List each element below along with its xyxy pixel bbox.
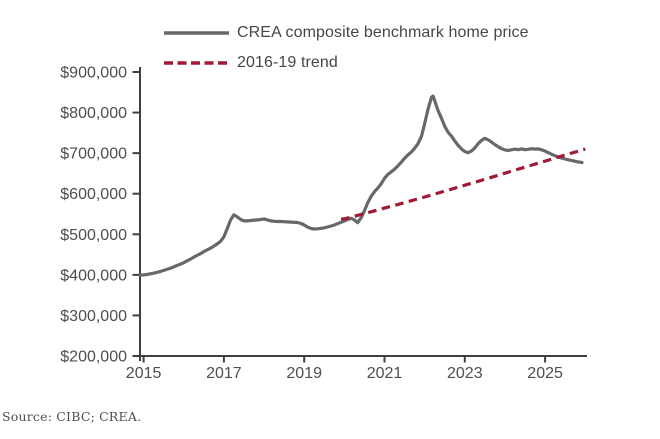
data-series-group [138, 94, 586, 277]
y-tick-label: $300,000 [60, 308, 127, 325]
x-tick-label: 2019 [286, 365, 322, 382]
y-axis-labels: $900,000 $800,000 $700,000 $600,000 $500,000… [60, 65, 127, 366]
x-tick-label: 2017 [206, 365, 242, 382]
y-tick-label: $600,000 [60, 186, 127, 203]
benchmark-price-line [138, 94, 584, 277]
x-tick-label: 2025 [527, 365, 563, 382]
source-note: Source: CIBC; CREA. [2, 409, 142, 424]
y-tick-label: $700,000 [60, 146, 127, 163]
trend-dashed-line [341, 147, 586, 221]
x-axis-ticks [142, 356, 547, 363]
y-tick-label: $200,000 [60, 349, 127, 366]
y-tick-label: $500,000 [60, 227, 127, 244]
legend-label-trend: 2016-19 trend [237, 54, 338, 71]
y-axis-ticks [132, 71, 140, 357]
x-axis-labels: 2015 2017 2019 2021 2023 2025 [126, 365, 563, 382]
legend-row-trend: 2016-19 trend [163, 48, 529, 78]
y-tick-label: $400,000 [60, 267, 127, 284]
x-tick-label: 2015 [126, 365, 162, 382]
axes-group: $900,000 $800,000 $700,000 $600,000 $500,000… [60, 65, 587, 382]
legend-row-benchmark: CREA composite benchmark home price [163, 18, 529, 48]
benchmark-line-sample [164, 31, 229, 35]
x-tick-label: 2021 [367, 365, 403, 382]
legend-label-benchmark: CREA composite benchmark home price [237, 24, 529, 41]
trend-line-sample [164, 61, 229, 65]
y-tick-label: $900,000 [60, 65, 127, 82]
legend: CREA composite benchmark home price 2016… [163, 18, 529, 78]
y-tick-label: $800,000 [60, 105, 127, 122]
x-tick-label: 2023 [447, 365, 483, 382]
